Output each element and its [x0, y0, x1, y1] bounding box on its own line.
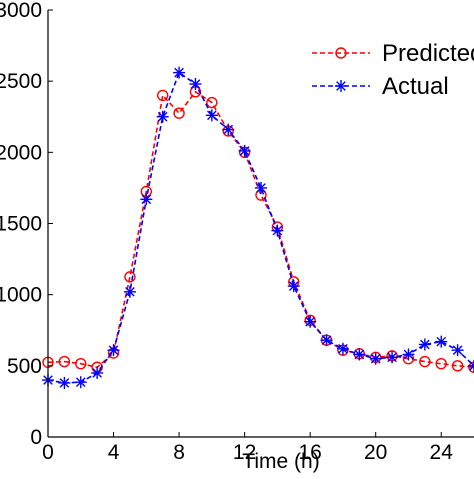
data-point-actual [435, 335, 448, 348]
legend-label-predicted: Predicted [382, 40, 474, 67]
data-point-actual [205, 109, 218, 122]
data-point-actual [238, 144, 251, 157]
x-tick-label: 8 [173, 441, 185, 464]
y-tick-label: 500 [7, 355, 42, 378]
data-point-actual [451, 344, 464, 357]
data-point-predicted [75, 357, 87, 370]
x-tick-label: 0 [42, 441, 54, 464]
x-tick-label: 16 [298, 441, 321, 464]
y-tick-label: 3000 [0, 0, 42, 22]
data-point-actual [320, 334, 333, 347]
data-point-predicted [156, 89, 169, 102]
y-tick-label: 1500 [0, 213, 42, 236]
data-point-actual [418, 338, 431, 351]
data-point-actual [123, 285, 136, 298]
data-point-predicted [419, 355, 431, 368]
data-point-actual [107, 344, 120, 357]
series-line-actual [47, 71, 474, 384]
series-predicted [42, 86, 474, 373]
x-tick-label: 20 [364, 441, 387, 464]
data-point-actual [91, 366, 104, 379]
axes-layer: 0 4 8 12 16 20 24 0 500 1000 1500 2000 2500 3000 [0, 0, 474, 464]
data-point-actual [189, 78, 202, 91]
data-point-actual [156, 110, 169, 123]
series-line-predicted [47, 90, 474, 369]
legend-marker-star [335, 80, 347, 92]
legend-marker-predicted [335, 47, 347, 59]
x-tick-label: 4 [108, 441, 120, 464]
x-tick-label: 12 [233, 441, 256, 464]
y-tick-label: 2500 [0, 70, 42, 93]
series-actual [42, 66, 474, 389]
data-point-predicted [435, 357, 447, 370]
data-point-actual [58, 376, 71, 389]
x-tick-label: 24 [430, 441, 454, 464]
data-point-actual [271, 224, 284, 237]
data-point-actual [369, 352, 382, 365]
data-point-actual [173, 66, 186, 79]
legend-box [296, 28, 474, 108]
legend-label-actual: Actual [382, 73, 449, 100]
data-point-predicted [468, 361, 474, 373]
data-point-actual [468, 359, 474, 372]
legend-marker-circle [335, 47, 347, 59]
series-layer [42, 66, 474, 389]
y-tick-label: 0 [30, 426, 42, 449]
data-point-predicted [451, 360, 464, 372]
y-tick-label: 1000 [0, 284, 42, 307]
data-point-predicted [124, 271, 136, 283]
data-point-actual [140, 193, 153, 206]
data-point-actual [255, 181, 267, 194]
data-point-actual [386, 351, 399, 364]
data-point-predicted [206, 96, 218, 109]
data-point-actual [336, 342, 349, 355]
data-point-actual [304, 315, 317, 328]
x-axis-label: Time (h) [242, 450, 319, 473]
data-point-actual [402, 348, 415, 361]
data-point-actual [353, 348, 366, 361]
data-point-actual [222, 123, 235, 136]
data-point-predicted [173, 107, 185, 119]
legend: Predicted Actual [296, 28, 474, 108]
data-point-predicted [58, 355, 71, 368]
legend-marker-actual [335, 80, 347, 92]
data-point-actual [287, 280, 300, 293]
data-point-actual [74, 376, 87, 389]
y-tick-label: 2000 [0, 141, 42, 164]
